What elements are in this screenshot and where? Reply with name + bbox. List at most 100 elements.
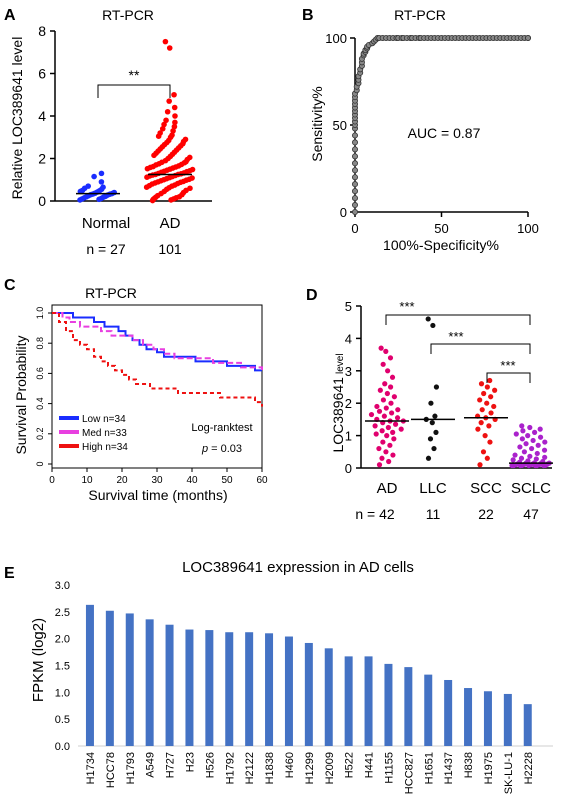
panel-b-roc-point xyxy=(351,132,358,139)
panel-a-data-point xyxy=(159,125,166,132)
panel-b-roc-point xyxy=(351,181,358,188)
panel-b-xtick-label: 100 xyxy=(517,221,539,236)
panel-a-data-point xyxy=(170,128,176,134)
panel-d-data-point xyxy=(398,426,404,432)
panel-d-data-point xyxy=(432,413,438,419)
panel-d-data-point xyxy=(373,431,379,437)
panel-d-data-point xyxy=(484,400,490,406)
panel-e-ytick-label: 1.0 xyxy=(55,687,70,699)
panel-letter-a: A xyxy=(4,7,16,24)
panel-c-xtick-label: 50 xyxy=(221,475,233,486)
panel-letter-c: C xyxy=(4,277,16,294)
panel-d-data-point xyxy=(380,439,386,445)
panel-c-survival-curve xyxy=(52,312,263,372)
panel-d-data-point xyxy=(537,434,544,440)
panel-d-data-point xyxy=(388,400,394,406)
panel-d-data-point xyxy=(380,361,386,367)
panel-d-data-point xyxy=(535,442,541,448)
panel-d-data-point xyxy=(391,394,397,400)
panel-d-data-point xyxy=(382,381,388,387)
panel-b-xtick-label: 0 xyxy=(351,221,358,236)
panel-d-ytick-label: 2 xyxy=(345,396,352,411)
panel-d-data-point xyxy=(385,424,391,431)
panel-e-bar xyxy=(503,693,512,746)
panel-a-category-normal: Normal xyxy=(82,215,130,232)
panel-c-survival-curve xyxy=(52,312,263,407)
panel-d-data-point xyxy=(520,428,526,434)
panel-d-data-point xyxy=(537,426,543,432)
panel-d-n-label: 11 xyxy=(426,506,441,522)
panel-d-data-point xyxy=(379,455,385,461)
panel-a-significance: ** xyxy=(129,67,140,83)
panel-e-ytick-label: 0.5 xyxy=(55,714,70,726)
panel-d-data-point xyxy=(427,436,434,442)
panel-d-ylabel-sub: level xyxy=(335,353,346,374)
panel-b-roc-point xyxy=(525,35,532,42)
panel-d-data-point xyxy=(431,445,437,452)
panel-d-data-point xyxy=(542,439,548,445)
panel-e-bar xyxy=(324,648,333,746)
panel-d-significance-3: *** xyxy=(500,358,515,373)
panel-c-ytick-label: 0.6 xyxy=(35,367,45,380)
panel-e-ytick-label: 3.0 xyxy=(55,580,70,592)
panel-a-data-point xyxy=(172,113,178,119)
panel-d-ytick-label: 5 xyxy=(345,299,352,314)
panel-d-data-point xyxy=(527,453,533,459)
panel-c-xtick-label: 20 xyxy=(116,475,128,486)
panel-d-n-label: 22 xyxy=(478,506,494,522)
panel-d-data-point xyxy=(533,456,539,462)
panel-c-p-symbol: p xyxy=(201,443,208,455)
panel-b-roc-point xyxy=(351,160,358,167)
panel-d-ytick-label: 3 xyxy=(345,364,352,379)
panel-d-data-point xyxy=(379,428,385,434)
panel-e-bar xyxy=(105,610,114,746)
panel-d-data-point xyxy=(394,415,401,421)
panel-e-category-label: H838 xyxy=(463,752,475,778)
panel-e-bar xyxy=(85,604,94,746)
panel-d-data-point xyxy=(486,423,492,429)
panel-d-data-point xyxy=(390,429,396,435)
panel-e-bar xyxy=(424,674,433,746)
panel-e-bar xyxy=(185,629,194,746)
panel-e-category-label: H460 xyxy=(284,752,296,778)
panel-d-data-point xyxy=(477,397,483,403)
panel-a-title: RT-PCR xyxy=(102,7,154,23)
panel-b-roc-point xyxy=(351,167,358,174)
panel-e-category-label: H1734 xyxy=(85,752,97,784)
panel-d-data-point xyxy=(529,445,535,452)
panel-a-ytick-label: 8 xyxy=(38,23,46,39)
panel-d-data-point xyxy=(478,381,485,387)
panel-e-category-label: H1651 xyxy=(423,752,435,784)
panel-d-data-point xyxy=(387,442,393,448)
panel-d-scatter: LOC389641 level 0 1 2 3 4 5 AD n = 42 LLC 11 SCC 22… xyxy=(330,299,553,522)
panel-d-data-point xyxy=(389,374,396,380)
panel-e-ylabel: FPKM (log2) xyxy=(30,618,47,702)
panel-c-ytick-label: 0.8 xyxy=(35,337,45,350)
panel-a-data-point xyxy=(186,154,193,161)
panel-a-data-point xyxy=(171,104,178,111)
panel-d-data-point xyxy=(521,449,528,455)
panel-e-category-label: H1437 xyxy=(443,752,455,784)
panel-d-data-point xyxy=(387,355,394,361)
panel-d-data-point xyxy=(428,400,434,406)
panel-c-xtick-label: 0 xyxy=(49,475,55,486)
panel-e-category-label: H727 xyxy=(165,752,177,778)
panel-d-data-point xyxy=(429,420,435,426)
panel-a-data-point xyxy=(98,179,105,185)
panel-e-bar xyxy=(225,632,234,746)
panel-d-data-point xyxy=(491,403,497,410)
panel-c-legend-label: High n=34 xyxy=(82,442,128,453)
panel-e-bar xyxy=(384,663,393,746)
panel-d-data-point xyxy=(376,445,382,452)
panel-d-data-point xyxy=(386,458,392,465)
panel-e-bar xyxy=(523,704,532,746)
panel-d-data-point xyxy=(374,403,380,410)
panel-d-data-point xyxy=(530,437,536,444)
panel-e-ytick-label: 0.0 xyxy=(55,741,70,753)
panel-a-n-ad: 101 xyxy=(158,241,182,257)
panel-e-bar xyxy=(265,633,274,746)
panel-d-data-point xyxy=(541,447,548,453)
panel-d-data-point xyxy=(395,407,401,413)
panel-a-data-point xyxy=(172,119,178,126)
